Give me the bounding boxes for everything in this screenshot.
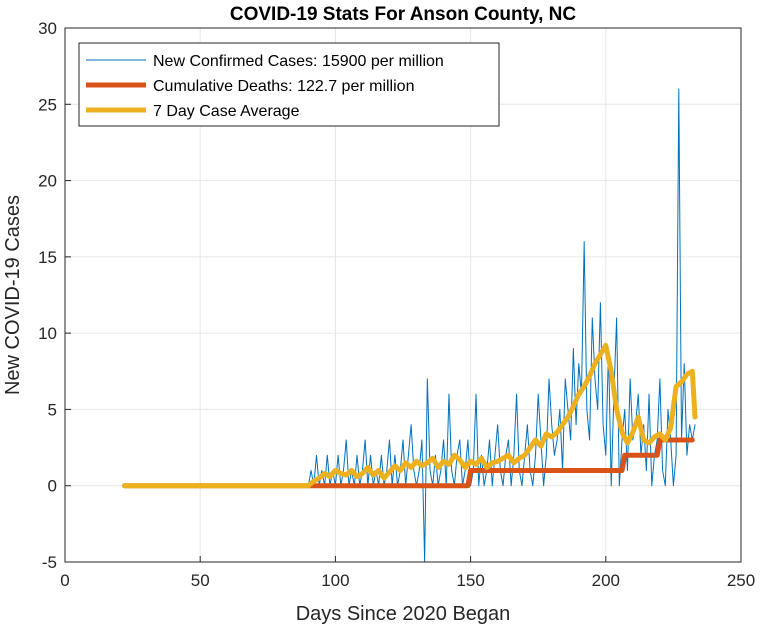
cumulative-deaths-line <box>121 437 695 489</box>
x-tick-label: 150 <box>456 571 484 590</box>
plot-frame <box>64 27 742 563</box>
x-tick-label: 200 <box>592 571 620 590</box>
legend-label-7day-average: 7 Day Case Average <box>153 103 300 120</box>
y-tick-label: 0 <box>48 477 57 496</box>
chart-title: COVID-19 Stats For Anson County, NC <box>230 4 577 25</box>
x-tick-label: 50 <box>191 571 210 590</box>
series-layer <box>121 88 698 563</box>
x-tick-label: 250 <box>727 571 755 590</box>
x-tick-label: 0 <box>60 571 69 590</box>
legend: New Confirmed Cases: 15900 per million C… <box>78 42 500 127</box>
y-tick-label: -5 <box>42 553 57 572</box>
y-tick-label: 25 <box>38 95 57 114</box>
y-tick-label: 10 <box>38 324 57 343</box>
legend-label-cumulative-deaths: Cumulative Deaths: 122.7 per million <box>153 78 414 95</box>
legend-box <box>78 42 500 127</box>
legend-label-new-cases: New Confirmed Cases: 15900 per million <box>153 53 444 70</box>
seven-day-average-line <box>121 342 698 489</box>
y-tick-label: 30 <box>38 19 57 38</box>
y-tick-label: 15 <box>38 248 57 267</box>
x-axis-label: Days Since 2020 Began <box>296 603 511 625</box>
y-tick-label: 5 <box>48 400 57 419</box>
x-tick-label: 100 <box>321 571 349 590</box>
y-tick-label: 20 <box>38 172 57 191</box>
y-axis-label: New COVID-19 Cases <box>2 195 24 395</box>
